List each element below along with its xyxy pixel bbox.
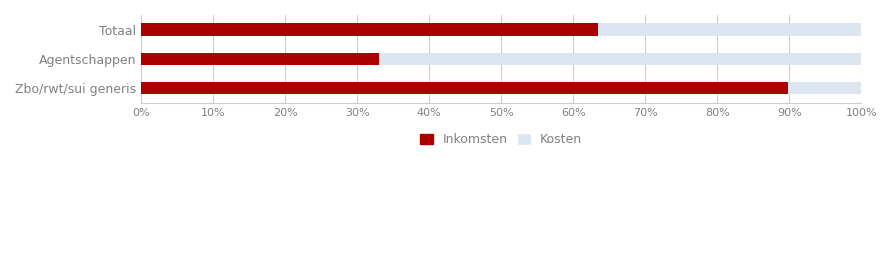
Bar (141, 82, 788, 94)
Bar (141, 82, 861, 94)
Bar (141, 53, 379, 65)
Bar (141, 53, 861, 65)
Bar (141, 23, 861, 36)
Bar (141, 23, 599, 36)
Legend: Inkomsten, Kosten: Inkomsten, Kosten (415, 128, 587, 151)
